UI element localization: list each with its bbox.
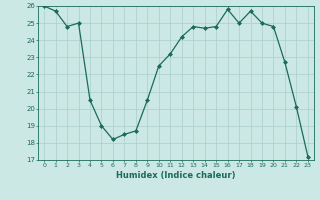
X-axis label: Humidex (Indice chaleur): Humidex (Indice chaleur) bbox=[116, 171, 236, 180]
